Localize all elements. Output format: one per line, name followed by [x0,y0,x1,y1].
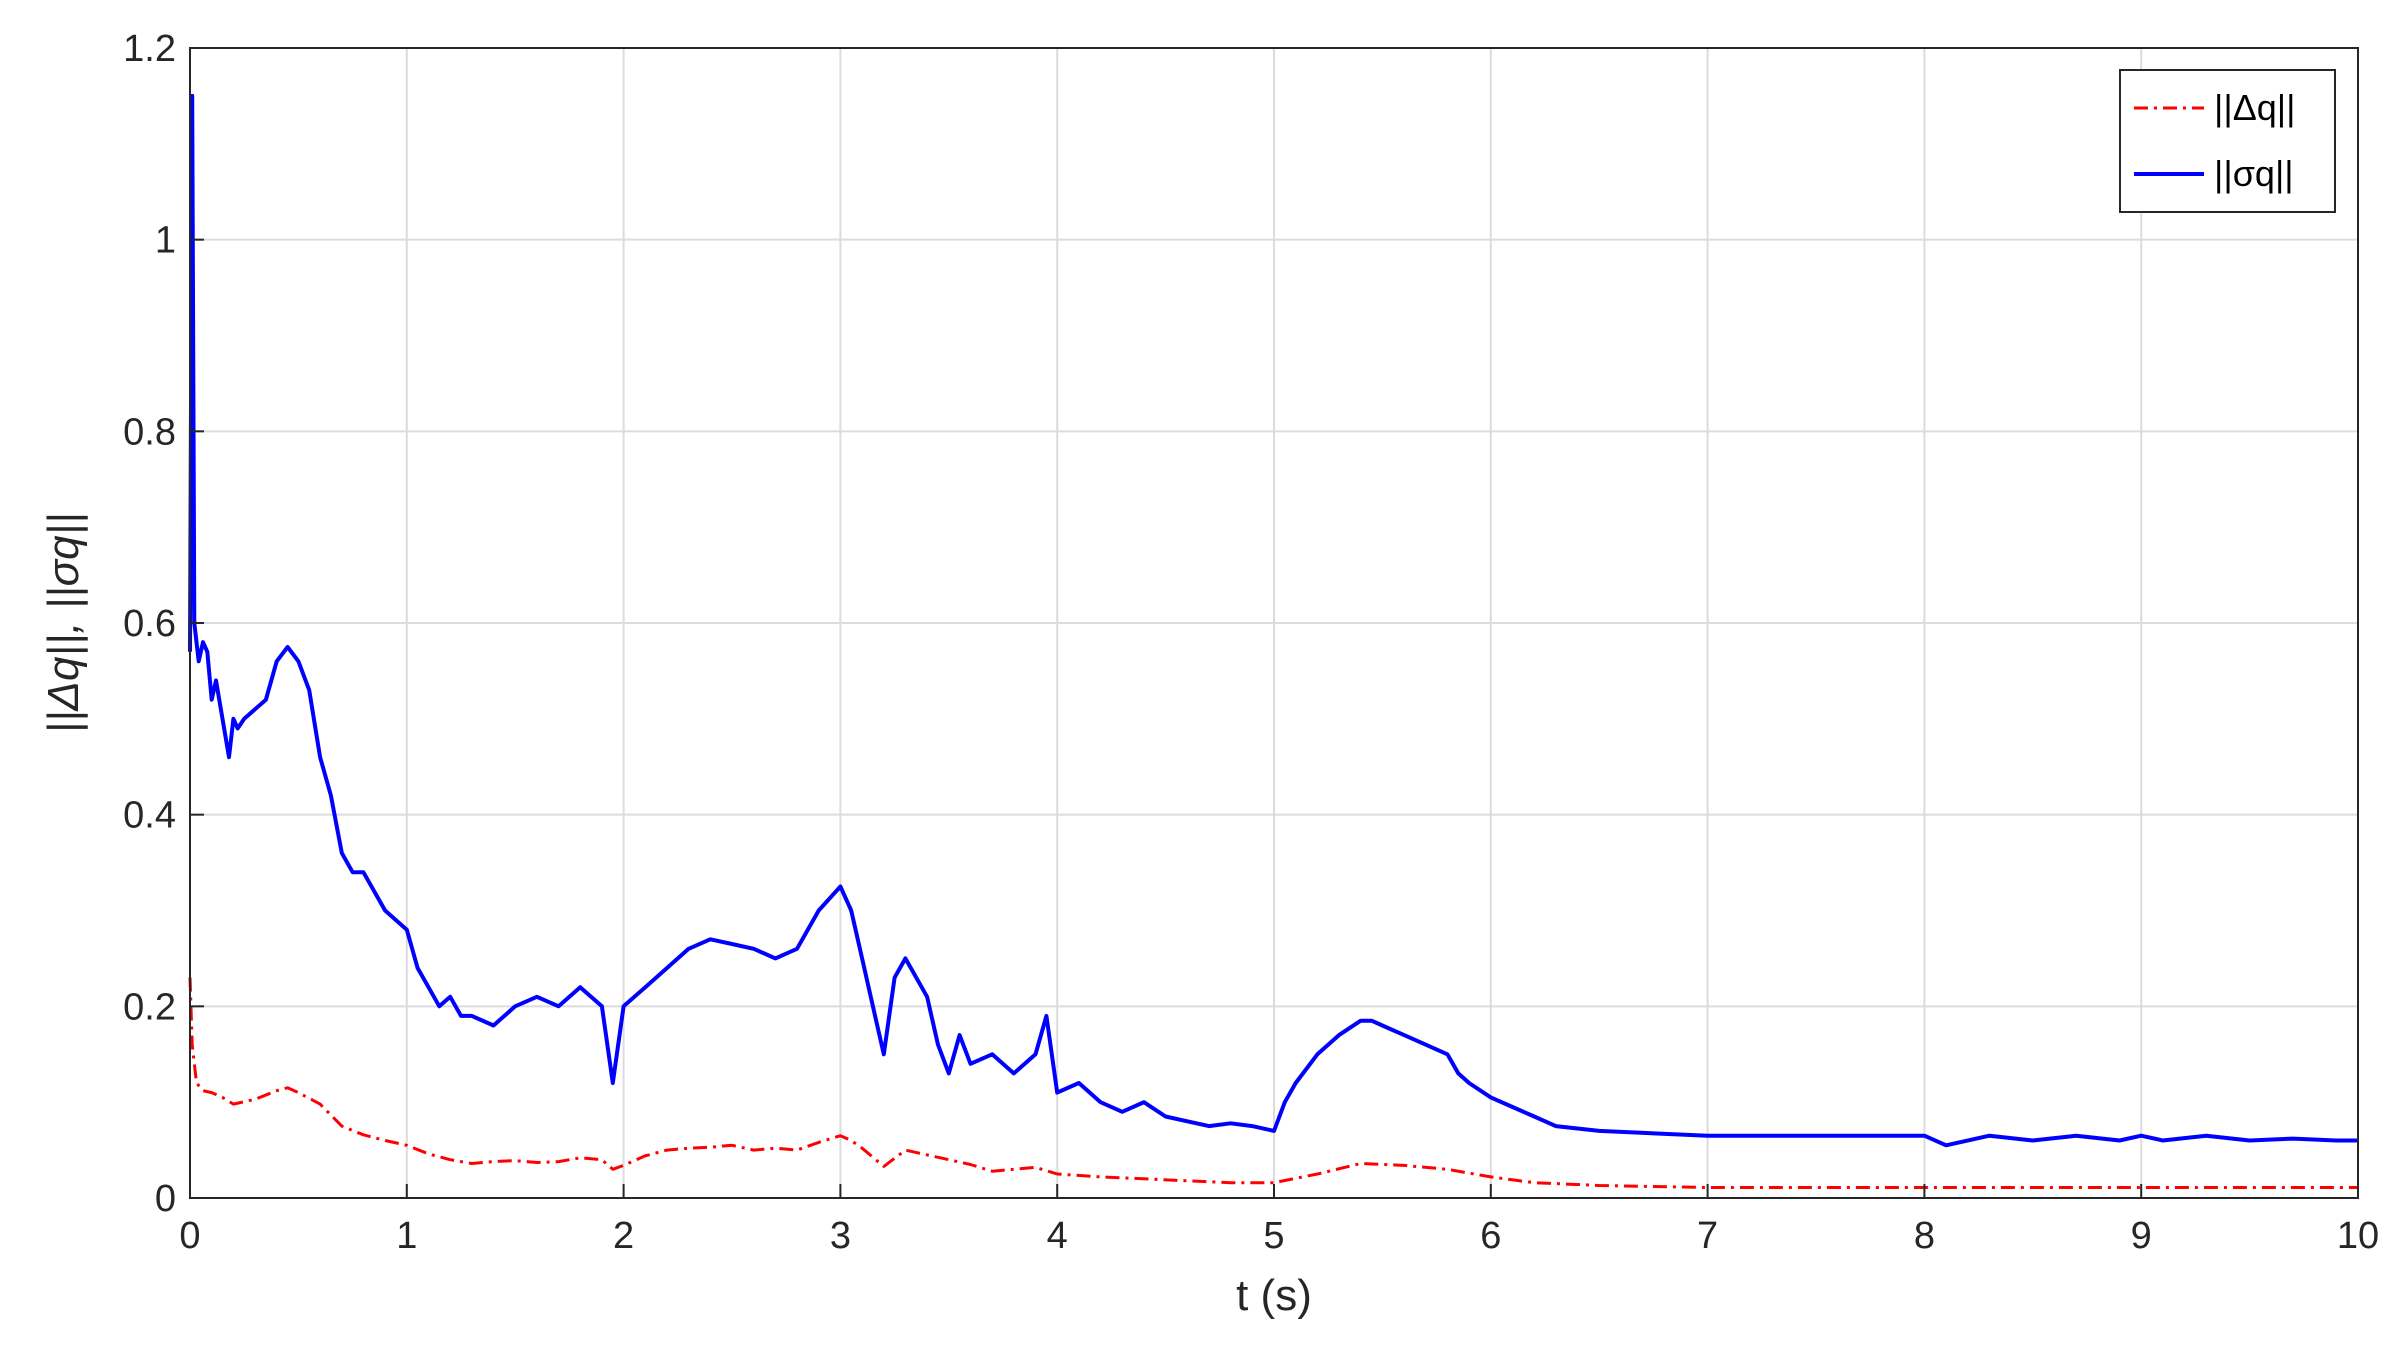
axis-ticks: 0 1 2 3 4 5 6 7 8 9 10 0 0.2 0.4 0.6 0.8 1 1.2 [123,28,2379,1257]
x-tick-label: 4 [1047,1215,1068,1257]
y-tick-label: 0.8 [123,411,176,453]
x-axis-label: t (s) [1236,1271,1312,1320]
x-tick-label: 10 [2337,1215,2379,1257]
x-tick-label: 2 [613,1215,634,1257]
series-layer [188,93,2358,1189]
x-tick-label: 7 [1697,1215,1718,1257]
x-tick-label: 8 [1914,1215,1935,1257]
x-tick-label: 5 [1263,1215,1284,1257]
series-sigma-q-line [188,93,2358,1148]
legend-label-delta-q: ||Δq|| [2214,87,2295,128]
y-tick-label: 0.4 [123,795,176,837]
x-tick-label: 9 [2131,1215,2152,1257]
x-tick-label: 1 [396,1215,417,1257]
y-tick-label: 0.6 [123,603,176,645]
legend-box [2119,69,2336,213]
legend-label-sigma-q: ||σq|| [2214,153,2294,194]
y-tick-label: 0.2 [123,986,176,1028]
x-tick-label: 3 [830,1215,851,1257]
x-tick-label: 6 [1480,1215,1501,1257]
y-tick-label: 1.2 [123,28,176,70]
x-tick-label: 0 [179,1215,200,1257]
legend: ||Δq|| ||σq|| [2119,69,2336,213]
y-tick-label: 0 [155,1178,176,1220]
series-delta-q-line [188,977,2358,1189]
y-axis-label: ||Δq||, ||σq|| [39,513,88,734]
y-tick-label: 1 [155,220,176,262]
